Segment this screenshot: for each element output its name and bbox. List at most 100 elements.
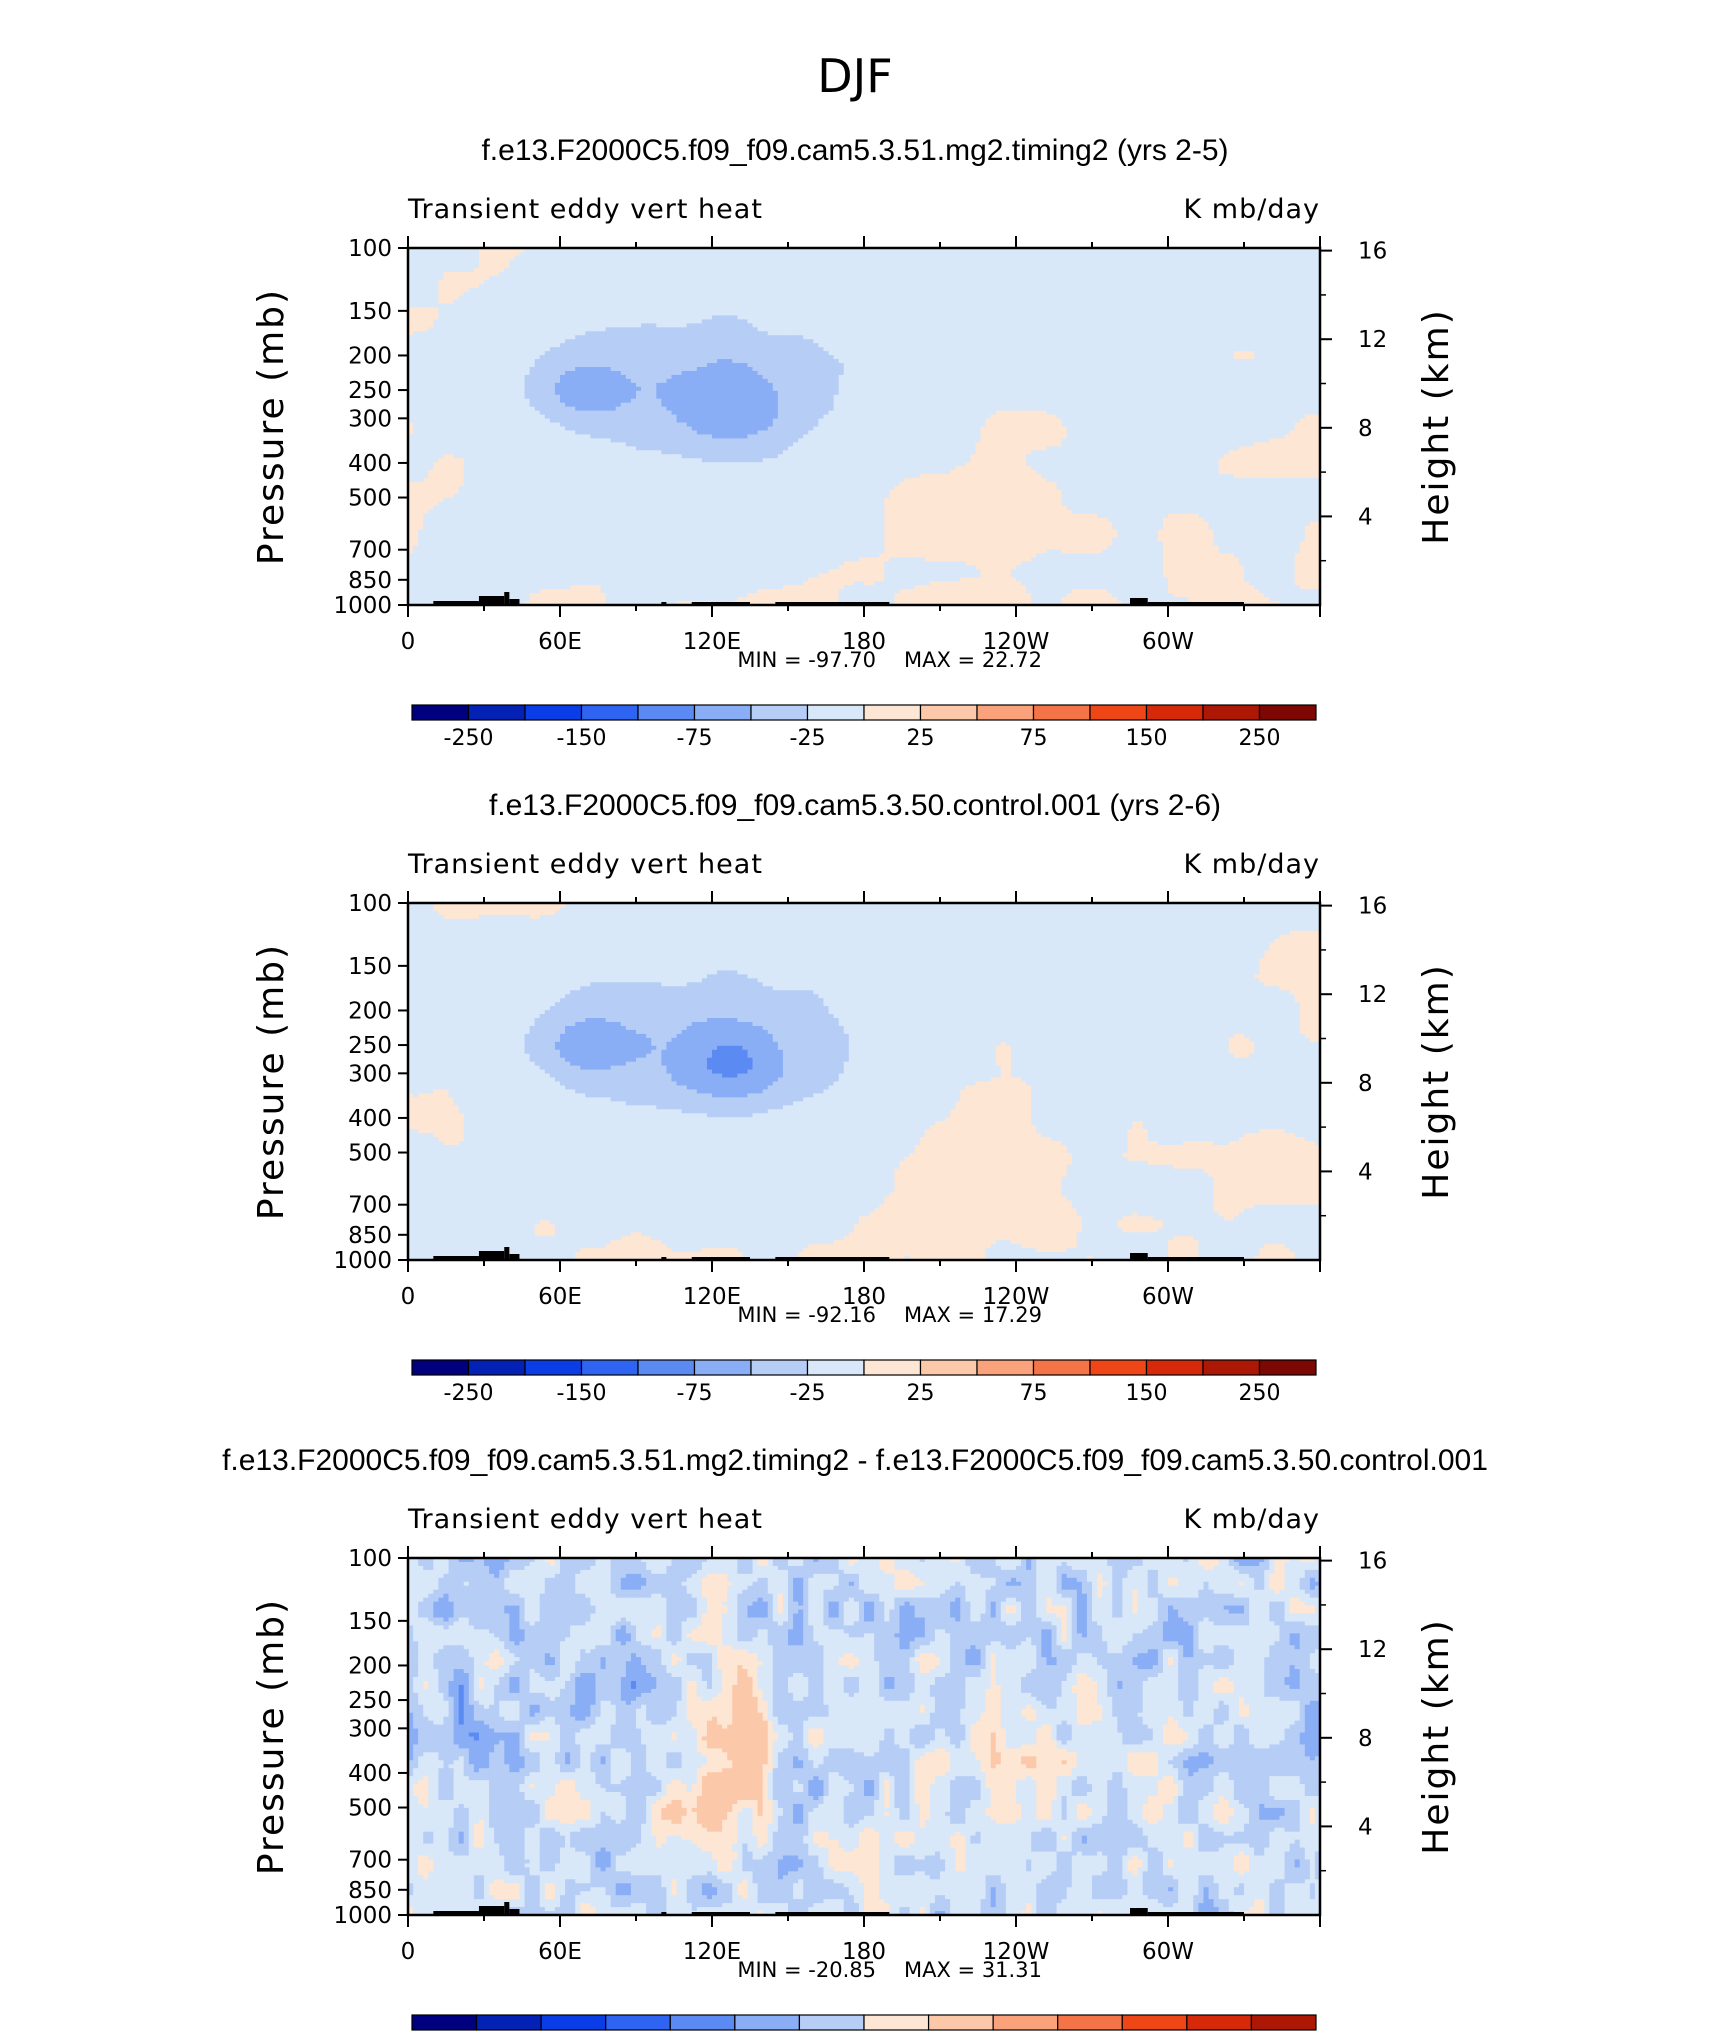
- field-cell: [762, 335, 769, 340]
- field-cell: [869, 287, 875, 293]
- field-cell: [1162, 279, 1169, 285]
- field-cell: [1269, 283, 1275, 289]
- field-cell: [549, 323, 556, 328]
- field-cell: [524, 307, 531, 313]
- field-cell: [691, 255, 698, 261]
- field-cell: [838, 271, 845, 277]
- field-cell: [752, 248, 759, 253]
- field-cell: [1031, 251, 1037, 257]
- field-cell: [1147, 351, 1154, 356]
- field-cell: [813, 295, 819, 301]
- field-cell: [560, 323, 566, 328]
- field-cell: [858, 311, 865, 317]
- field-cell: [666, 331, 673, 336]
- field-cell: [1198, 287, 1205, 293]
- field-cell: [1178, 335, 1184, 340]
- field-cell: [656, 323, 662, 328]
- field-cell: [696, 339, 703, 344]
- field-cell: [955, 347, 961, 352]
- field-cell: [990, 311, 997, 317]
- field-cell: [889, 335, 895, 340]
- field-cell: [838, 347, 845, 352]
- field-cell: [1238, 327, 1245, 332]
- field-cell: [1076, 295, 1083, 301]
- field-cell: [985, 248, 992, 253]
- field-cell: [666, 303, 673, 309]
- field-cell: [458, 287, 465, 293]
- field-cell: [782, 339, 789, 344]
- field-cell: [813, 291, 819, 297]
- field-cell: [1279, 319, 1286, 324]
- field-cell: [879, 327, 885, 332]
- field-cell: [494, 295, 500, 301]
- field-cell: [686, 319, 693, 324]
- field-cell: [1279, 307, 1286, 313]
- field-cell: [1102, 263, 1108, 269]
- field-cell: [1304, 263, 1311, 269]
- field-cell: [600, 335, 607, 340]
- field-cell: [909, 279, 916, 285]
- field-cell: [570, 267, 576, 273]
- field-cell: [894, 287, 901, 293]
- field-cell: [600, 271, 607, 277]
- field-cell: [443, 331, 450, 336]
- field-cell: [423, 335, 429, 340]
- field-cell: [625, 283, 632, 289]
- field-cell: [980, 283, 987, 289]
- field-cell: [1046, 315, 1053, 320]
- field-cell: [478, 271, 485, 277]
- field-cell: [1198, 323, 1205, 328]
- field-cell: [1137, 279, 1144, 285]
- field-cell: [777, 299, 784, 305]
- field-cell: [408, 351, 414, 356]
- field-cell: [458, 327, 465, 332]
- field-cell: [1031, 347, 1037, 352]
- field-cell: [641, 251, 647, 257]
- field-cell: [848, 251, 855, 257]
- field-cell: [646, 315, 652, 320]
- field-cell: [1264, 271, 1270, 277]
- field-cell: [1203, 347, 1210, 352]
- field-cell: [712, 255, 718, 261]
- field-cell: [1021, 343, 1027, 348]
- field-cell: [1092, 347, 1098, 352]
- field-cell: [985, 327, 992, 332]
- field-cell: [960, 307, 966, 313]
- field-cell: [1071, 303, 1078, 309]
- field-cell: [1259, 319, 1265, 324]
- field-cell: [651, 323, 657, 328]
- field-cell: [539, 315, 546, 320]
- field-cell: [929, 347, 936, 352]
- field-cell: [473, 251, 480, 257]
- field-cell: [1086, 311, 1093, 317]
- field-cell: [1208, 303, 1215, 309]
- field-cell: [727, 331, 733, 336]
- field-cell: [762, 267, 769, 273]
- field-cell: [575, 295, 581, 301]
- field-cell: [1193, 327, 1199, 332]
- field-cell: [504, 248, 510, 253]
- field-cell: [1244, 323, 1250, 328]
- field-cell: [767, 248, 774, 253]
- field-cell: [473, 347, 480, 352]
- field-cell: [1132, 339, 1139, 344]
- field-cell: [818, 347, 825, 352]
- field-cell: [570, 343, 576, 348]
- field-cell: [1274, 251, 1281, 257]
- field-cell: [853, 299, 860, 305]
- field-cell: [793, 267, 799, 273]
- field-cell: [960, 251, 966, 257]
- field-cell: [924, 255, 931, 261]
- field-cell: [610, 331, 617, 336]
- field-cell: [560, 299, 566, 305]
- field-cell: [575, 347, 581, 352]
- field-cell: [1228, 267, 1235, 273]
- field-cell: [1056, 339, 1063, 344]
- field-cell: [838, 248, 845, 253]
- field-cell: [1264, 315, 1270, 320]
- field-cell: [874, 331, 880, 336]
- field-cell: [544, 255, 551, 261]
- field-cell: [874, 248, 880, 253]
- field-cell: [858, 291, 865, 297]
- field-cell: [869, 335, 875, 340]
